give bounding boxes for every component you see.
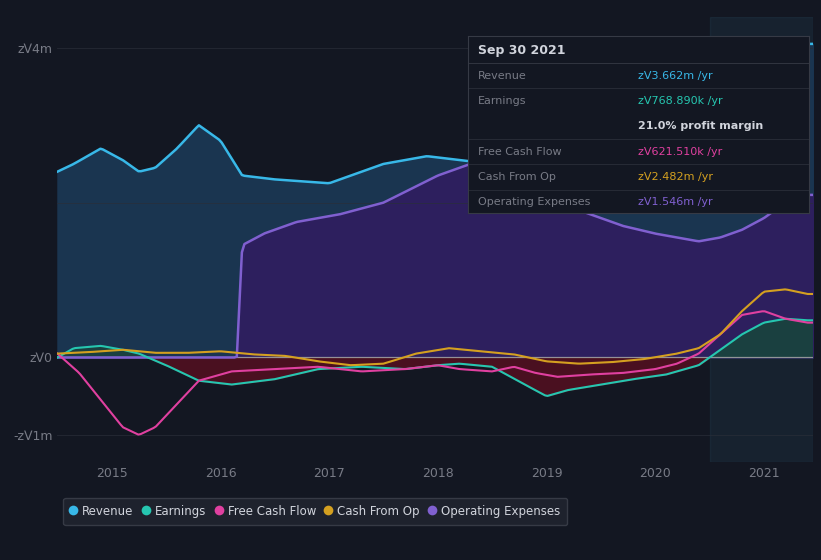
Text: zᐯ621.510k /yr: zᐯ621.510k /yr — [639, 147, 722, 157]
Legend: Revenue, Earnings, Free Cash Flow, Cash From Op, Operating Expenses: Revenue, Earnings, Free Cash Flow, Cash … — [63, 498, 567, 525]
Text: zᐯ3.662m /yr: zᐯ3.662m /yr — [639, 71, 713, 81]
Text: zᐯ1.546m /yr: zᐯ1.546m /yr — [639, 197, 713, 207]
Text: Earnings: Earnings — [478, 96, 527, 106]
Text: zᐯ768.890k /yr: zᐯ768.890k /yr — [639, 96, 723, 106]
Text: Operating Expenses: Operating Expenses — [478, 197, 590, 207]
Text: 21.0% profit margin: 21.0% profit margin — [639, 122, 764, 132]
Bar — [709, 17, 813, 462]
Text: Sep 30 2021: Sep 30 2021 — [478, 44, 566, 57]
Text: zᐯ2.482m /yr: zᐯ2.482m /yr — [639, 172, 713, 182]
Text: Cash From Op: Cash From Op — [478, 172, 556, 182]
Text: Revenue: Revenue — [478, 71, 527, 81]
Text: Free Cash Flow: Free Cash Flow — [478, 147, 562, 157]
